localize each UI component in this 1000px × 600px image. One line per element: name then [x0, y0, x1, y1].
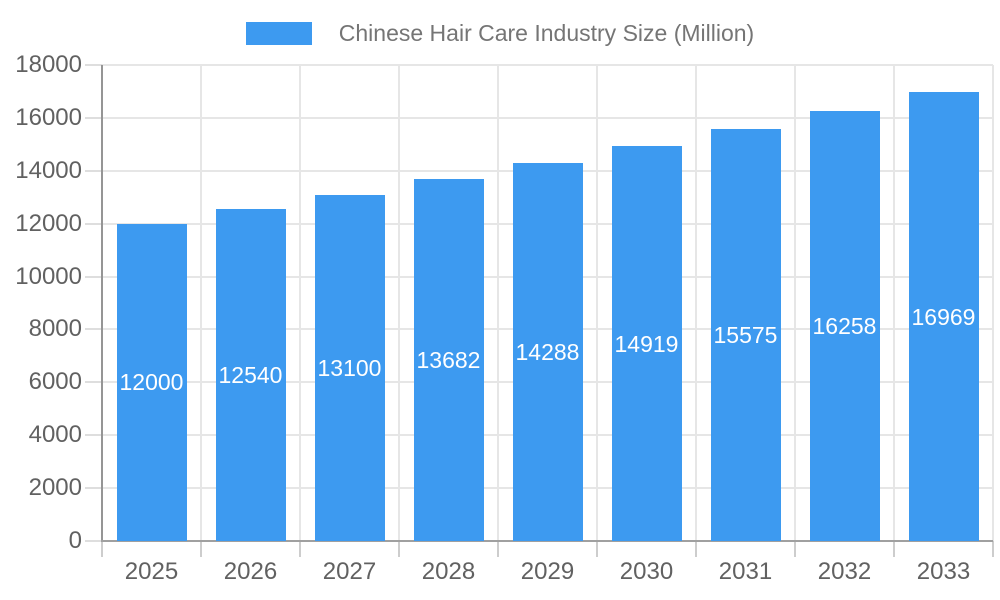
y-axis-tick — [85, 222, 102, 225]
bar-2032[interactable] — [809, 111, 880, 541]
y-axis-tick — [85, 540, 102, 542]
x-axis-tick — [992, 541, 994, 557]
bar-value-label: 14288 — [515, 339, 580, 366]
y-axis-tick — [85, 116, 102, 119]
y-axis-tick-label: 6000 — [28, 368, 82, 396]
bar-value-label: 13682 — [416, 347, 481, 374]
gridline-vertical — [695, 65, 697, 541]
bar-value-label: 14919 — [614, 330, 679, 357]
bar-2030[interactable] — [611, 146, 682, 541]
y-axis-tick — [85, 275, 102, 278]
gridline-vertical — [992, 65, 994, 541]
y-axis-tick — [85, 169, 102, 172]
y-axis-tick — [85, 434, 102, 437]
x-axis-line — [101, 540, 993, 542]
x-axis-category-label: 2033 — [916, 558, 971, 585]
legend-swatch — [245, 22, 312, 45]
bar-value-label: 15575 — [713, 322, 778, 349]
x-axis-tick — [596, 541, 598, 557]
x-axis-tick — [794, 541, 796, 557]
bar-value-label: 16969 — [911, 303, 976, 330]
x-axis-category-label: 2030 — [619, 558, 674, 585]
x-axis-category-label: 2029 — [520, 558, 575, 585]
y-axis-tick-label: 10000 — [15, 262, 82, 290]
x-axis-category-label: 2026 — [223, 558, 278, 585]
y-axis-tick-label: 4000 — [28, 421, 82, 449]
bar-2031[interactable] — [710, 129, 781, 541]
bar-2026[interactable] — [215, 209, 286, 541]
y-axis-tick-label: 2000 — [28, 474, 82, 502]
x-axis-tick — [200, 541, 202, 557]
bar-value-label: 13100 — [317, 354, 382, 381]
x-axis-category-label: 2032 — [817, 558, 872, 585]
y-axis-tick-label: 12000 — [15, 209, 82, 237]
gridline-vertical — [497, 65, 499, 541]
x-axis-tick — [101, 541, 103, 557]
bar-2033[interactable] — [908, 92, 979, 541]
bar-2028[interactable] — [413, 179, 484, 541]
gridline-vertical — [398, 65, 400, 541]
y-axis-tick — [85, 328, 102, 331]
x-axis-category-label: 2025 — [124, 558, 179, 585]
x-axis-tick — [398, 541, 400, 557]
x-axis-category-label: 2031 — [718, 558, 773, 585]
x-axis-category-label: 2028 — [421, 558, 476, 585]
y-axis-tick — [85, 381, 102, 384]
y-axis-line — [101, 65, 103, 542]
legend-label: Chinese Hair Care Industry Size (Million… — [338, 20, 755, 46]
y-axis-tick — [85, 487, 102, 490]
y-axis-tick — [85, 64, 102, 66]
gridline-horizontal — [102, 116, 993, 119]
gridline-vertical — [794, 65, 796, 541]
y-axis-tick-label: 14000 — [15, 156, 82, 184]
bar-2029[interactable] — [512, 163, 583, 541]
x-axis-tick — [299, 541, 301, 557]
bar-value-label: 12540 — [218, 362, 283, 389]
y-axis-tick-label: 0 — [68, 527, 82, 554]
bar-value-label: 16258 — [812, 313, 877, 340]
x-axis-category-label: 2027 — [322, 558, 377, 585]
bar-value-label: 12000 — [119, 369, 184, 396]
y-axis-tick-label: 18000 — [15, 51, 82, 78]
bar-2027[interactable] — [314, 194, 385, 541]
x-axis-tick — [695, 541, 697, 557]
x-axis-tick — [497, 541, 499, 557]
gridline-vertical — [893, 65, 895, 541]
gridline-horizontal — [102, 64, 993, 66]
gridline-vertical — [200, 65, 202, 541]
gridline-vertical — [299, 65, 301, 541]
y-axis-tick-label: 8000 — [28, 315, 82, 343]
legend[interactable]: Chinese Hair Care Industry Size (Million… — [0, 19, 1000, 48]
bar-2025[interactable] — [116, 223, 187, 541]
x-axis-tick — [893, 541, 895, 557]
gridline-vertical — [596, 65, 598, 541]
y-axis-tick-label: 16000 — [15, 103, 82, 131]
